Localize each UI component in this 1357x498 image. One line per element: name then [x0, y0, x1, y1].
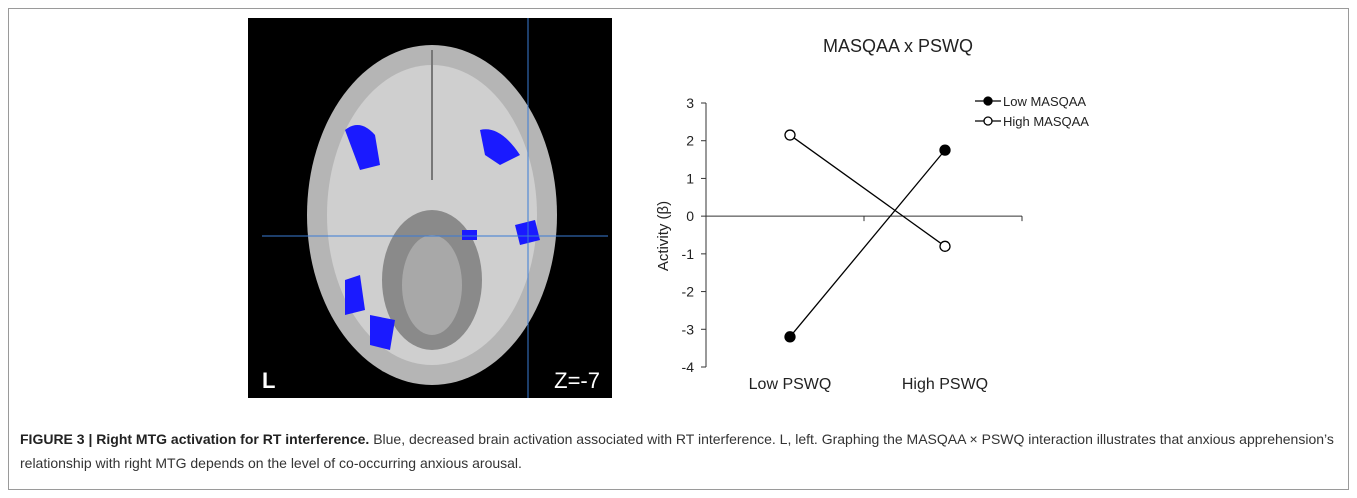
y-tick-label: 3 — [686, 95, 694, 111]
y-tick-label: -1 — [682, 246, 695, 262]
y-tick-label: 0 — [686, 208, 694, 224]
data-point — [785, 332, 795, 342]
y-tick-label: -4 — [682, 359, 695, 375]
caption: FIGURE 3 | Right MTG activation for RT i… — [20, 427, 1340, 475]
data-point — [785, 130, 795, 140]
y-tick-label: 2 — [686, 133, 694, 149]
figure: L Z=-7 MASQAA x PSWQ Activity (β) -4 -3 -2… — [0, 0, 1357, 420]
legend-marker — [984, 117, 992, 125]
page: L Z=-7 MASQAA x PSWQ Activity (β) -4 -3 -2… — [0, 0, 1357, 498]
chart-title: MASQAA x PSWQ — [823, 36, 973, 56]
y-axis-label: Activity (β) — [655, 201, 672, 271]
brain-image: L Z=-7 — [248, 18, 612, 398]
series-line — [790, 135, 945, 246]
x-tick-label: Low PSWQ — [749, 376, 832, 393]
legend-marker — [984, 97, 992, 105]
hemisphere-label: L — [262, 368, 275, 393]
data-point — [940, 241, 950, 251]
y-tick-label: -3 — [682, 321, 695, 337]
legend-label: High MASQAA — [1003, 114, 1089, 129]
legend-label: Low MASQAA — [1003, 94, 1086, 109]
caption-label: FIGURE 3 | Right MTG activation for RT i… — [20, 431, 369, 447]
slice-label: Z=-7 — [554, 368, 600, 393]
x-tick-label: High PSWQ — [902, 376, 988, 393]
series-line — [790, 150, 945, 337]
y-tick-label: -2 — [682, 284, 695, 300]
y-tick-label: 1 — [686, 170, 694, 186]
data-point — [940, 145, 950, 155]
